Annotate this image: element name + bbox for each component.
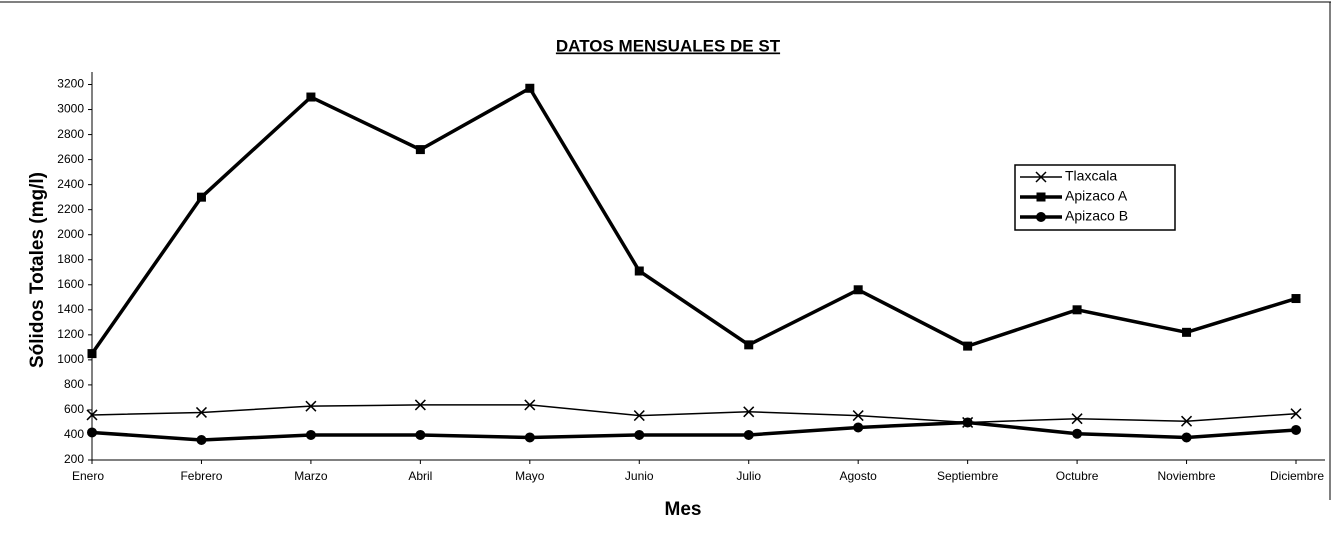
y-tick-label: 800 [64, 377, 84, 391]
x-tick-label: Febrero [180, 469, 222, 483]
y-tick-label: 1800 [57, 252, 84, 266]
y-tick-label: 1400 [57, 302, 84, 316]
legend-label: Apizaco A [1065, 188, 1128, 204]
legend-marker [1036, 212, 1046, 222]
data-point [1291, 294, 1301, 304]
x-tick-label: Agosto [840, 469, 878, 483]
y-tick-label: 2600 [57, 152, 84, 166]
data-point [1072, 428, 1083, 439]
data-point [1071, 413, 1083, 425]
y-tick-label: 3200 [57, 77, 84, 91]
data-point [87, 349, 97, 359]
data-point [196, 192, 206, 202]
y-tick-label: 400 [64, 427, 84, 441]
data-point [743, 406, 755, 418]
y-tick-label: 2400 [57, 177, 84, 191]
x-tick-label: Enero [72, 469, 104, 483]
x-tick-label: Diciembre [1270, 469, 1324, 483]
data-point [634, 266, 644, 276]
series-line [90, 85, 1297, 355]
y-tick-label: 1600 [57, 277, 84, 291]
y-axis-label: Sólidos Totales (mg/l) [27, 172, 48, 368]
y-tick-label: 2800 [57, 127, 84, 141]
data-point [853, 285, 863, 295]
data-point [524, 399, 536, 411]
legend-marker [1036, 192, 1046, 202]
data-point [853, 422, 864, 433]
data-point [525, 83, 535, 93]
x-tick-label: Octubre [1056, 469, 1099, 483]
x-tick-label: Septiembre [937, 469, 999, 483]
series-line [91, 420, 1297, 442]
data-point [415, 145, 425, 155]
data-point [524, 432, 535, 443]
data-point [306, 92, 316, 102]
x-tick-label: Mayo [515, 469, 545, 483]
y-tick-label: 1200 [57, 327, 84, 341]
data-point [305, 400, 317, 412]
data-point [743, 429, 754, 440]
data-point [634, 429, 645, 440]
data-point [415, 429, 426, 440]
legend-label: Tlaxcala [1065, 168, 1117, 184]
data-point [1182, 327, 1192, 337]
x-axis-label: Mes [665, 499, 702, 520]
data-point [1291, 424, 1301, 435]
chart-title: DATOS MENSUALES DE ST [556, 36, 781, 55]
x-tick-label: Junio [625, 469, 654, 483]
x-tick-label: Julio [736, 469, 761, 483]
data-point [633, 410, 645, 422]
legend-label: Apizaco B [1065, 208, 1128, 224]
y-tick-label: 1000 [57, 352, 84, 366]
y-tick-label: 2200 [57, 202, 84, 216]
data-point [1072, 305, 1082, 315]
data-point [305, 429, 316, 440]
x-tick-label: Abril [408, 469, 432, 483]
y-tick-label: 200 [64, 452, 84, 466]
data-point [1290, 408, 1302, 420]
data-point [195, 406, 207, 418]
x-tick-label: Noviembre [1158, 469, 1216, 483]
data-point [1181, 415, 1193, 427]
legend-marker [1035, 171, 1047, 183]
data-point [962, 417, 973, 428]
data-point [414, 399, 426, 411]
y-tick-label: 3000 [57, 102, 84, 116]
y-tick-label: 2000 [57, 227, 84, 241]
series-line [91, 404, 1297, 424]
data-point [196, 434, 207, 445]
data-point [963, 341, 973, 351]
data-point [744, 340, 754, 350]
data-point [1181, 432, 1192, 443]
x-tick-label: Marzo [294, 469, 328, 483]
data-point [87, 427, 97, 438]
y-tick-label: 600 [64, 402, 84, 416]
data-point [86, 409, 98, 421]
data-point [852, 410, 864, 422]
